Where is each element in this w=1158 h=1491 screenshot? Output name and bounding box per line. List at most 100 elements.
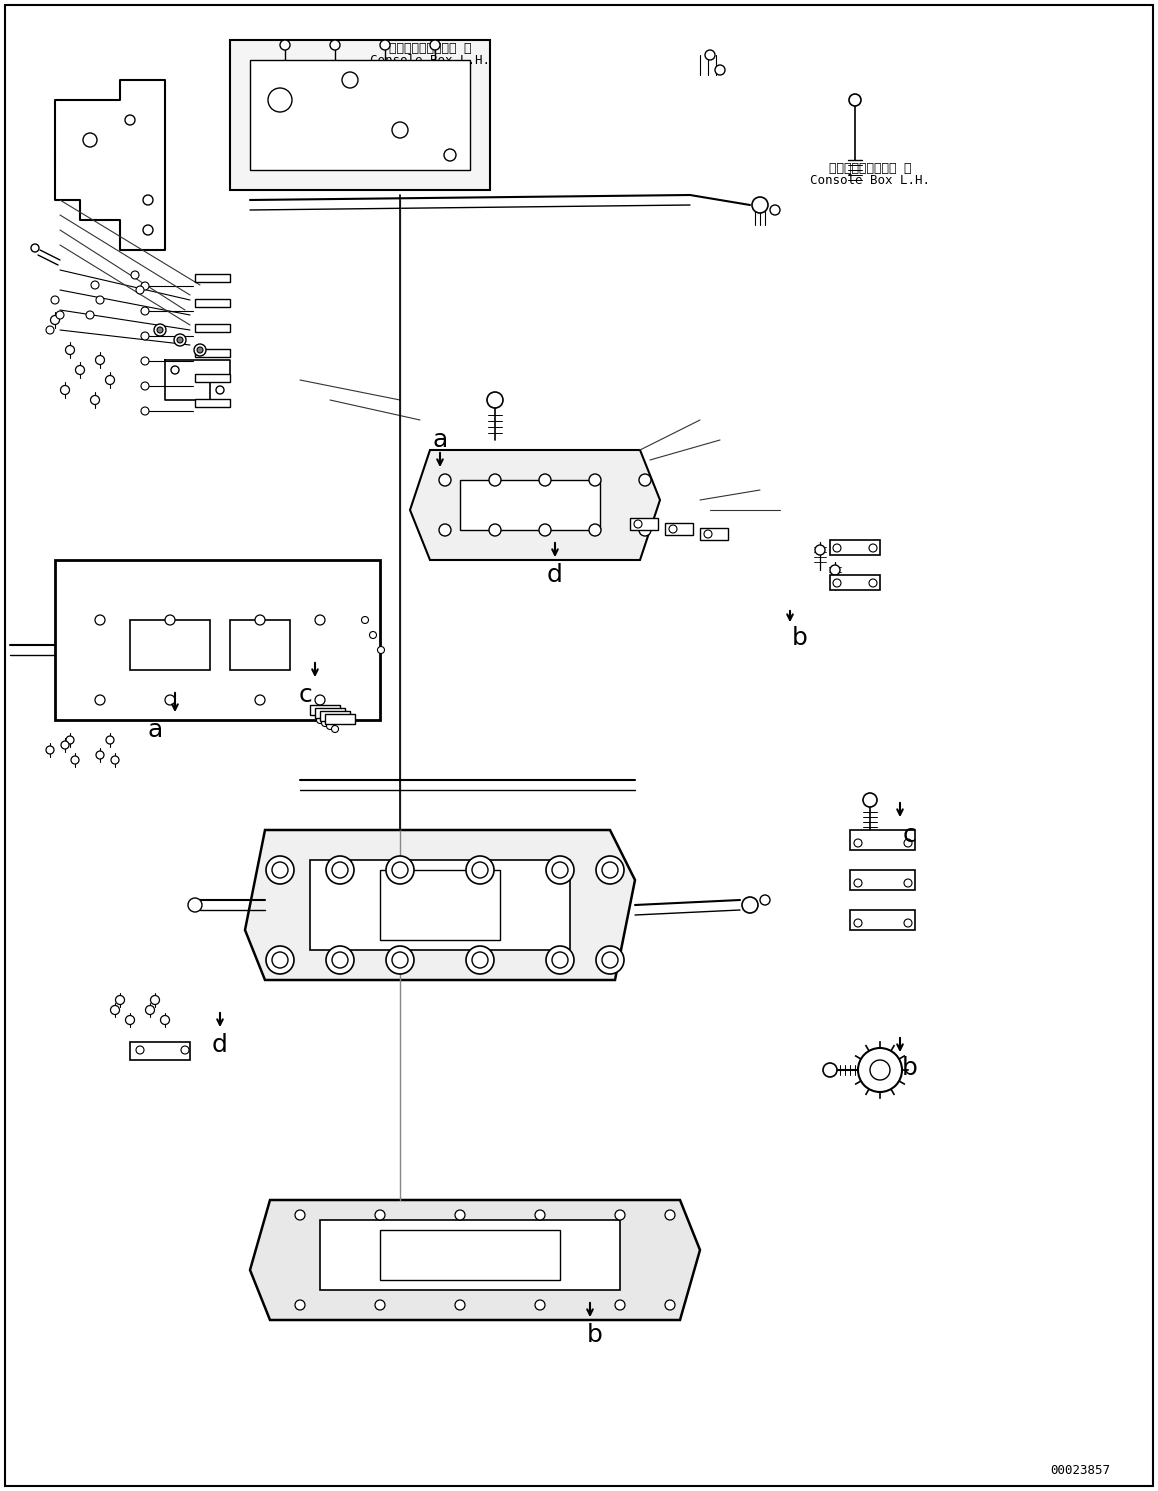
- Circle shape: [904, 839, 913, 847]
- Circle shape: [125, 115, 135, 125]
- Circle shape: [489, 523, 501, 535]
- Circle shape: [51, 316, 59, 325]
- Circle shape: [177, 337, 183, 343]
- Circle shape: [56, 312, 64, 319]
- Circle shape: [266, 856, 294, 884]
- Circle shape: [51, 297, 59, 304]
- Circle shape: [868, 579, 877, 587]
- Circle shape: [704, 529, 712, 538]
- Circle shape: [472, 951, 488, 968]
- Circle shape: [110, 1005, 119, 1014]
- Circle shape: [330, 40, 340, 51]
- Bar: [699, 528, 728, 540]
- Circle shape: [853, 880, 862, 887]
- Circle shape: [589, 523, 601, 535]
- Circle shape: [904, 880, 913, 887]
- Circle shape: [272, 951, 288, 968]
- Circle shape: [547, 945, 574, 974]
- Polygon shape: [410, 450, 660, 561]
- Circle shape: [332, 951, 349, 968]
- Polygon shape: [250, 1200, 699, 1320]
- Circle shape: [444, 149, 456, 161]
- Circle shape: [280, 40, 290, 51]
- Circle shape: [386, 856, 415, 884]
- Circle shape: [96, 751, 104, 759]
- Circle shape: [316, 717, 323, 723]
- Circle shape: [823, 1063, 837, 1077]
- Circle shape: [111, 756, 119, 763]
- Circle shape: [142, 195, 153, 204]
- Circle shape: [466, 945, 494, 974]
- Circle shape: [589, 474, 601, 486]
- Circle shape: [131, 271, 139, 279]
- Circle shape: [141, 382, 149, 391]
- Circle shape: [596, 945, 624, 974]
- Circle shape: [863, 793, 877, 807]
- Bar: [380, 871, 500, 939]
- Circle shape: [174, 334, 186, 346]
- Circle shape: [46, 327, 54, 334]
- Circle shape: [602, 951, 618, 968]
- Circle shape: [375, 1300, 384, 1311]
- Circle shape: [393, 951, 408, 968]
- Circle shape: [295, 1300, 305, 1311]
- Circle shape: [95, 695, 105, 705]
- Circle shape: [853, 839, 862, 847]
- Bar: [850, 871, 915, 890]
- Circle shape: [171, 365, 179, 374]
- Circle shape: [430, 40, 440, 51]
- Circle shape: [547, 856, 574, 884]
- Circle shape: [125, 1015, 134, 1024]
- Circle shape: [255, 614, 265, 625]
- Circle shape: [164, 695, 175, 705]
- Bar: [830, 576, 880, 590]
- Circle shape: [61, 741, 69, 748]
- Circle shape: [195, 344, 206, 356]
- Circle shape: [455, 1300, 466, 1311]
- Circle shape: [83, 133, 97, 148]
- Circle shape: [830, 565, 840, 576]
- Circle shape: [378, 647, 384, 653]
- Circle shape: [164, 614, 175, 625]
- Bar: [195, 274, 230, 282]
- Circle shape: [161, 1015, 169, 1024]
- Circle shape: [853, 918, 862, 927]
- Bar: [460, 480, 600, 529]
- Bar: [195, 400, 230, 407]
- Circle shape: [142, 225, 153, 236]
- Polygon shape: [230, 40, 490, 189]
- Circle shape: [386, 945, 415, 974]
- Circle shape: [197, 347, 203, 353]
- Circle shape: [868, 544, 877, 552]
- Circle shape: [135, 286, 144, 294]
- Circle shape: [327, 945, 354, 974]
- Circle shape: [188, 898, 201, 912]
- Circle shape: [154, 324, 166, 335]
- Circle shape: [327, 856, 354, 884]
- Circle shape: [315, 695, 325, 705]
- Circle shape: [439, 523, 450, 535]
- Circle shape: [380, 40, 390, 51]
- Text: c: c: [903, 823, 917, 847]
- Circle shape: [466, 856, 494, 884]
- Bar: [850, 830, 915, 850]
- Text: b: b: [587, 1323, 603, 1346]
- Text: a: a: [147, 719, 162, 743]
- Circle shape: [86, 312, 94, 319]
- Bar: [830, 540, 880, 555]
- Circle shape: [770, 204, 780, 215]
- Bar: [310, 860, 570, 950]
- Circle shape: [742, 898, 758, 912]
- Circle shape: [141, 282, 149, 291]
- Circle shape: [95, 614, 105, 625]
- Circle shape: [267, 88, 292, 112]
- Text: a: a: [432, 428, 448, 452]
- Circle shape: [75, 365, 85, 374]
- Circle shape: [151, 996, 160, 1005]
- Circle shape: [141, 407, 149, 414]
- Circle shape: [633, 520, 642, 528]
- Circle shape: [107, 737, 113, 744]
- Text: b: b: [902, 1056, 918, 1079]
- Circle shape: [66, 737, 74, 744]
- Text: Console Box L.H.: Console Box L.H.: [809, 173, 930, 186]
